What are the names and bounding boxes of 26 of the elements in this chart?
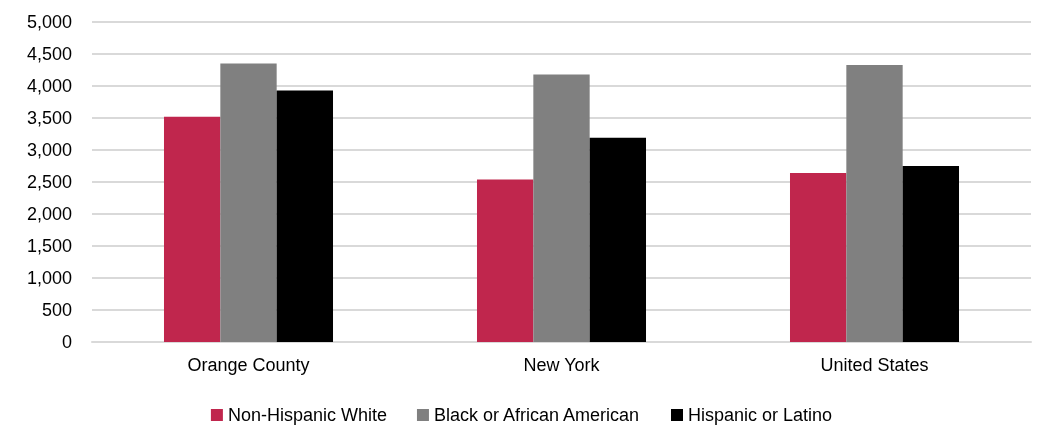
bar [476, 179, 534, 342]
y-tick-label: 2,000 [26, 204, 72, 224]
y-tick-label: 1,500 [26, 236, 72, 256]
bar [220, 63, 277, 342]
y-tick-label: 5,000 [26, 12, 72, 32]
y-tick-label: 3,000 [26, 140, 72, 160]
bar [902, 166, 960, 342]
y-tick-label: 4,000 [26, 76, 72, 96]
bar [276, 90, 334, 342]
legend-label: Hispanic or Latino [688, 405, 833, 425]
legend-label: Black or African American [433, 405, 640, 425]
legend-label: Non-Hispanic White [227, 405, 387, 425]
bar [533, 74, 590, 342]
x-tick-label: Orange County [187, 355, 310, 375]
y-tick-label: 0 [61, 332, 72, 352]
bar [789, 173, 847, 342]
bar [846, 64, 903, 342]
bar [163, 116, 221, 342]
y-tick-label: 4,500 [26, 44, 72, 64]
y-tick-label: 1,000 [26, 268, 72, 288]
x-tick-label: United States [820, 355, 929, 375]
bar [589, 137, 647, 342]
y-tick-label: 2,500 [26, 172, 72, 192]
y-tick-label: 500 [41, 300, 72, 320]
y-tick-label: 3,500 [26, 108, 72, 128]
x-tick-label: New York [523, 355, 601, 375]
